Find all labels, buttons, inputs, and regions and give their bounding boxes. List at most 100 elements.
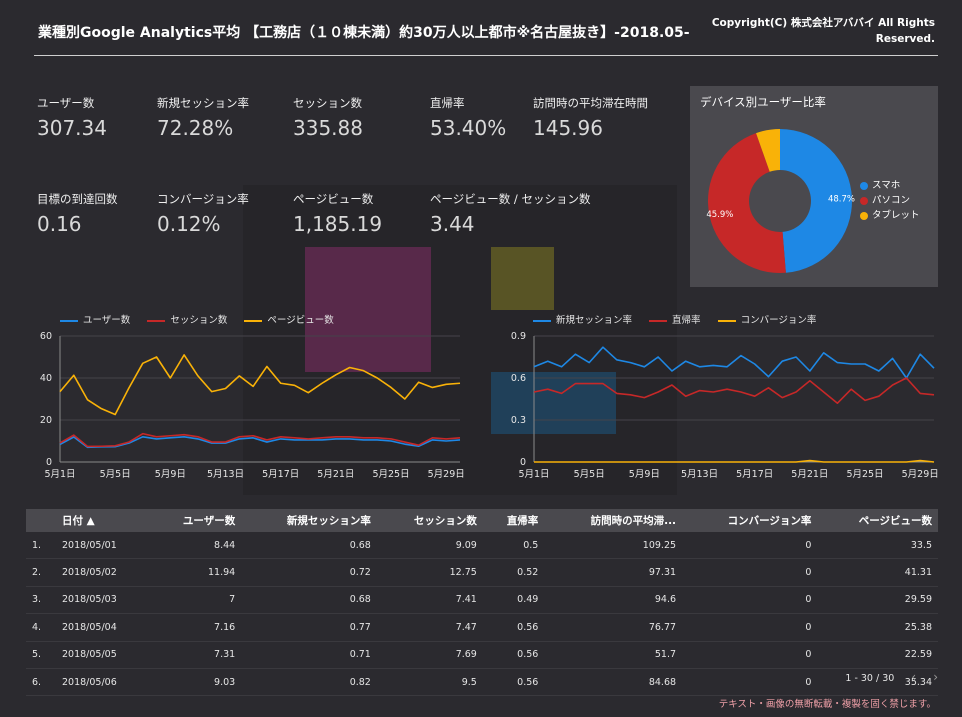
table-row[interactable]: 2. 2018/05/02 11.94 0.72 12.75 0.52 97.31 0 41.3… xyxy=(26,558,938,587)
series-line-1 xyxy=(533,377,935,404)
series-line-0 xyxy=(59,436,461,449)
cell-pageviews: 25.38 xyxy=(817,613,938,642)
kpi-value: 72.28% xyxy=(157,116,234,140)
x-tick-label: 5月29日 xyxy=(902,469,939,480)
cell-sessions: 12.75 xyxy=(376,558,483,587)
cell-avg-duration: 97.31 xyxy=(544,558,683,587)
cell-new-session-rate: 0.77 xyxy=(241,613,377,642)
device-donut-chart[interactable]: 48.7% 45.9% xyxy=(690,86,938,287)
col-header-avg-duration[interactable]: 訪問時の平均滞... xyxy=(544,509,683,532)
kpi-label: 訪問時の平均滞在時間 xyxy=(533,96,648,110)
kpi-value: 1,185.19 xyxy=(293,212,383,236)
legend-item-new-session-rate[interactable]: 新規セッション率 xyxy=(533,315,632,326)
y-tick-label: 20 xyxy=(40,415,52,426)
x-tick-label: 5月25日 xyxy=(846,469,883,480)
col-header-conversion-rate[interactable]: コンバージョン率 xyxy=(682,509,818,532)
donut-slice-label: 45.9% xyxy=(706,210,733,220)
cell-sessions: 7.41 xyxy=(376,586,483,615)
x-tick-label: 5月29日 xyxy=(428,469,465,480)
donut-slice-2 xyxy=(756,129,780,172)
legend-label: スマホ xyxy=(872,180,901,191)
cell-avg-duration: 109.25 xyxy=(544,532,683,560)
col-header-users[interactable]: ユーザー数 xyxy=(150,509,242,532)
kpi-avg-duration: 訪問時の平均滞在時間 145.96 xyxy=(533,95,648,140)
table-row[interactable]: 5. 2018/05/05 7.31 0.71 7.69 0.56 51.7 0 22.59 xyxy=(26,641,938,669)
kpi-label: ユーザー数 xyxy=(37,96,95,110)
row-index: 2. xyxy=(26,558,56,587)
next-page-button[interactable]: › xyxy=(933,670,938,684)
footnote: テキスト・画像の無断転載・複製を固く禁じます。 xyxy=(718,699,936,710)
legend-line xyxy=(649,319,668,322)
col-header-pageviews[interactable]: ページビュー数 xyxy=(817,509,938,532)
cell-avg-duration: 51.7 xyxy=(544,641,683,669)
x-tick-label: 5月21日 xyxy=(317,469,354,480)
legend-item-sessions[interactable]: セッション数 xyxy=(147,315,227,326)
legend-item-bounce-rate[interactable]: 直帰率 xyxy=(649,315,701,326)
donut-title: デバイス別ユーザー比率 xyxy=(700,95,826,109)
x-tick-label: 5月9日 xyxy=(155,469,186,480)
x-tick-label: 5月5日 xyxy=(574,469,605,480)
legend-item-users[interactable]: ユーザー数 xyxy=(60,315,130,326)
x-tick-label: 5月9日 xyxy=(629,469,660,480)
table-row[interactable]: 4. 2018/05/04 7.16 0.77 7.47 0.56 76.77 0 25.38 xyxy=(26,613,938,642)
legend-item-tablet[interactable]: タブレット xyxy=(860,208,920,223)
x-tick-label: 5月25日 xyxy=(372,469,409,480)
cell-avg-duration: 76.77 xyxy=(544,613,683,642)
legend-line xyxy=(244,319,263,322)
cell-new-session-rate: 0.68 xyxy=(241,532,377,560)
legend-item-pc[interactable]: パソコン xyxy=(860,193,920,208)
legend-item-conversion-rate[interactable]: コンバージョン率 xyxy=(717,315,816,326)
x-tick-label: 5月5日 xyxy=(100,469,131,480)
x-tick-label: 5月13日 xyxy=(681,469,718,480)
legend-line xyxy=(147,319,166,322)
kpi-value: 0.16 xyxy=(37,212,82,236)
col-header-sessions[interactable]: セッション数 xyxy=(376,509,483,532)
col-header-date[interactable]: 日付 ▲ xyxy=(56,509,151,532)
legend-item-pageviews[interactable]: ページビュー数 xyxy=(244,315,334,326)
cell-date: 2018/05/06 xyxy=(56,668,151,697)
header-divider xyxy=(34,55,938,56)
kpi-bounce-rate: 直帰率 53.40% xyxy=(430,95,506,140)
table-row[interactable]: 6. 2018/05/06 9.03 0.82 9.5 0.56 84.68 0 35.34 xyxy=(26,668,938,697)
cell-conversion-rate: 0 xyxy=(682,641,818,669)
watermark-block xyxy=(615,185,677,495)
x-tick-label: 5月17日 xyxy=(262,469,299,480)
legend-item-smartphone[interactable]: スマホ xyxy=(860,178,920,193)
cell-sessions: 7.47 xyxy=(376,613,483,642)
legend-line xyxy=(60,319,78,322)
legend-label: 新規セッション率 xyxy=(556,315,633,326)
series-line-2 xyxy=(534,459,935,463)
kpi-label: 新規セッション率 xyxy=(157,96,249,110)
daily-traffic-line-chart[interactable]: 0 20 40 60 5月1日 5月5日 5月9日 5月13日 5月17日 5月21日 5月25日 5… xyxy=(20,328,480,488)
col-header-bounce-rate[interactable]: 直帰率 xyxy=(482,509,545,532)
row-index: 1. xyxy=(26,532,56,560)
table-row[interactable]: 3. 2018/05/03 7 0.68 7.41 0.49 94.6 0 29.59 xyxy=(26,586,938,615)
cell-date: 2018/05/02 xyxy=(56,558,151,587)
cell-avg-duration: 94.6 xyxy=(544,586,683,615)
row-index: 5. xyxy=(26,641,56,669)
table-row[interactable]: 1. 2018/05/01 8.44 0.68 9.09 0.5 109.25 0 33.5 xyxy=(26,532,938,560)
y-tick-label: 40 xyxy=(40,373,52,384)
watermark-pink-block xyxy=(305,247,431,372)
kpi-label: ページビュー数 / セッション数 xyxy=(430,192,591,206)
copyright-text: Copyright(C) 株式会社アババイ All Rights Reserve… xyxy=(711,17,935,45)
cell-sessions: 7.69 xyxy=(376,641,483,669)
cell-users: 7.31 xyxy=(150,641,242,669)
cell-bounce-rate: 0.56 xyxy=(482,613,545,642)
kpi-label: コンバージョン率 xyxy=(157,192,249,206)
page-title: 業種別Google Analytics平均 【工務店（１０棟未満）約30万人以上… xyxy=(38,25,690,41)
legend-line xyxy=(717,319,736,322)
kpi-value: 3.44 xyxy=(430,212,475,236)
prev-page-button[interactable]: ‹ xyxy=(911,670,917,684)
kpi-value: 53.40% xyxy=(430,116,507,140)
col-header-new-session-rate[interactable]: 新規セッション率 xyxy=(241,509,377,532)
cell-users: 9.03 xyxy=(150,668,242,697)
watermark-blue-block xyxy=(491,372,616,434)
cell-date: 2018/05/01 xyxy=(56,532,151,560)
series-line-0 xyxy=(533,346,935,379)
cell-bounce-rate: 0.52 xyxy=(482,558,545,587)
legend-label: ページビュー数 xyxy=(267,315,334,326)
daily-rate-line-chart[interactable]: 0 0.3 0.6 0.9 5月1日 5月5日 5月9日 5月13日 5月17日 5月21日 5月2… xyxy=(494,328,954,488)
device-ratio-panel: デバイス別ユーザー比率 48.7% 45.9% スマホ パソコン タブレット xyxy=(690,86,938,287)
kpi-users: ユーザー数 307.34 xyxy=(37,95,107,140)
